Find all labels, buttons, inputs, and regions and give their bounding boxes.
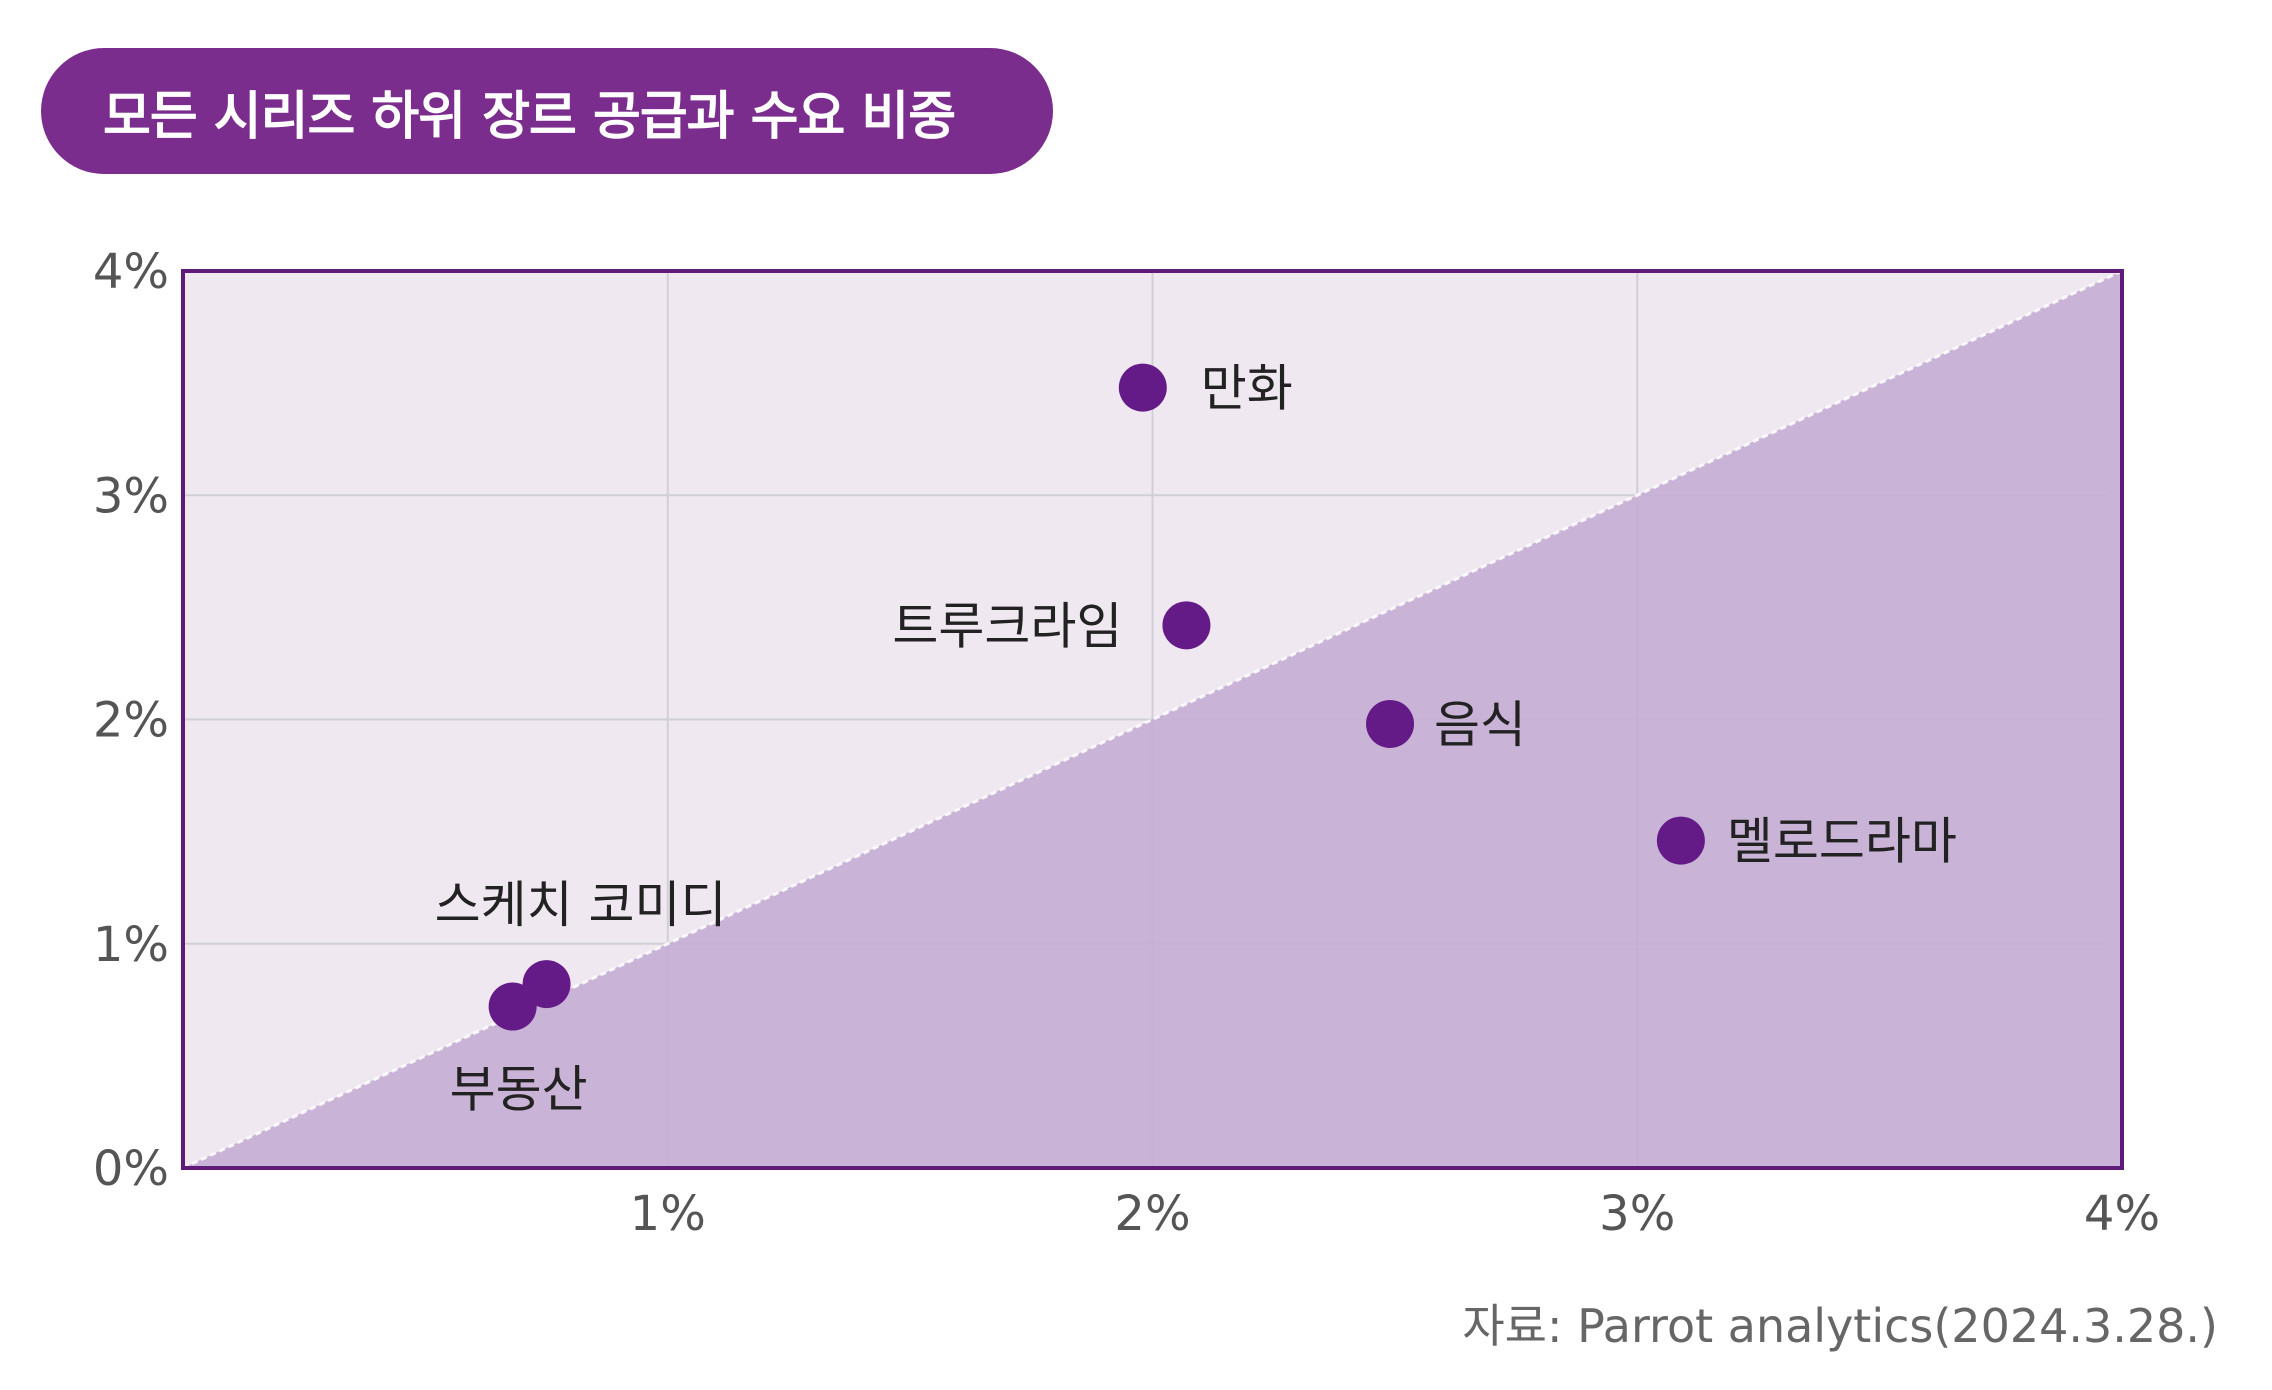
y-tick-label: 1% [93, 917, 169, 973]
y-tick-label: 4% [93, 244, 169, 300]
x-tick-label: 2% [1114, 1186, 1190, 1242]
plot-frame [181, 269, 2124, 1170]
data-point [1366, 699, 1415, 748]
y-tick-label: 0% [93, 1141, 169, 1197]
data-point-label: 부동산 [450, 1061, 588, 1119]
data-point [1118, 363, 1167, 412]
x-tick-label: 3% [1599, 1186, 1675, 1242]
chart-title-badge: 모든 시리즈 하위 장르 공급과 수요 비중 [41, 48, 1053, 174]
data-point-label: 멜로드라마 [1727, 813, 1957, 871]
data-point [522, 960, 571, 1009]
x-tick-label: 4% [2084, 1186, 2160, 1242]
data-point [1656, 816, 1705, 865]
data-point-label: 트루크라임 [892, 597, 1122, 655]
y-tick-label: 2% [93, 693, 169, 749]
source-note: 자료: Parrot analytics(2024.3.28.) [1462, 1299, 2218, 1353]
data-point [488, 982, 537, 1031]
data-point [1162, 601, 1211, 650]
data-point-label: 만화 [1201, 360, 1293, 418]
chart-title: 모든 시리즈 하위 장르 공급과 수요 비중 [103, 86, 956, 147]
data-point-label: 음식 [1434, 696, 1526, 754]
y-tick-label: 3% [93, 468, 169, 524]
diagonal-reference-line [182, 269, 2123, 1170]
data-point-label: 스케치 코미디 [435, 876, 727, 934]
x-tick-label: 1% [630, 1186, 706, 1242]
